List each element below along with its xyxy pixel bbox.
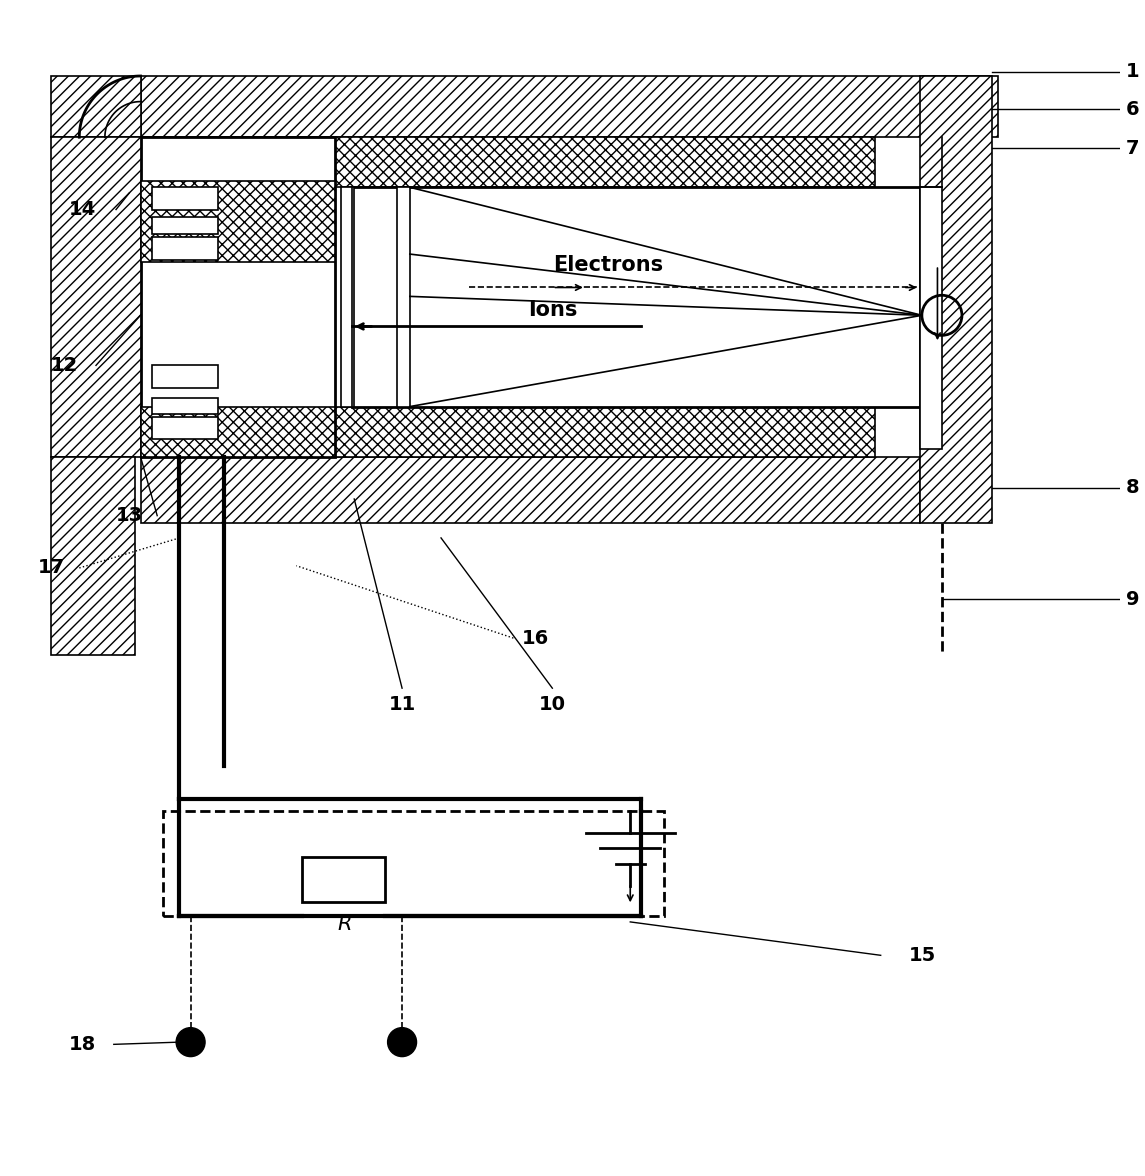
Text: 12: 12 [52,356,79,375]
Bar [141,76,997,138]
Circle shape [388,1028,417,1056]
Text: $R$: $R$ [337,914,352,934]
Bar [341,187,354,407]
Bar [202,407,875,456]
Bar [151,218,219,234]
Text: 6: 6 [1126,100,1139,119]
Text: Electrons: Electrons [553,255,663,275]
Text: 18: 18 [69,1035,96,1054]
Text: 17: 17 [38,559,65,577]
Text: 14: 14 [69,200,96,219]
Bar [141,456,919,523]
Bar [163,810,664,916]
Bar [52,456,135,655]
Bar [141,407,335,456]
Text: 7: 7 [1126,139,1139,158]
Bar [919,187,942,449]
Bar [151,238,219,260]
Bar [151,397,219,414]
Bar [141,138,335,456]
Text: 10: 10 [539,695,566,714]
Text: 16: 16 [522,629,550,648]
Bar [52,138,174,456]
Bar [151,416,219,439]
Text: 15: 15 [908,946,935,964]
Text: Ions: Ions [528,300,577,320]
Text: 9: 9 [1126,589,1139,609]
Bar [302,857,386,902]
Bar [151,187,219,209]
Bar [141,181,335,262]
Bar [151,366,219,388]
Bar [396,187,410,407]
Bar [352,187,919,407]
Text: 1: 1 [1126,62,1139,81]
Text: 8: 8 [1126,479,1139,497]
Bar [52,76,141,138]
Bar [202,138,875,187]
Text: 11: 11 [388,695,416,714]
Bar [919,76,992,523]
Text: 13: 13 [116,506,143,526]
Circle shape [176,1028,205,1056]
